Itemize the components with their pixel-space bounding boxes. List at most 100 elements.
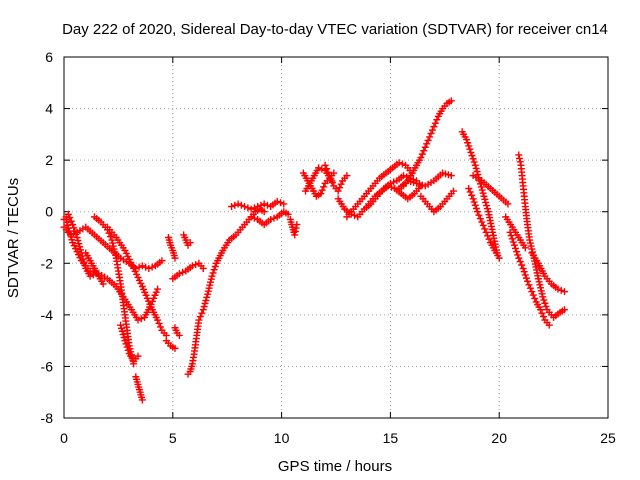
data-point [135,263,143,271]
data-point [468,152,476,160]
data-point [77,246,85,254]
data-point [418,150,426,158]
data-point [426,133,434,141]
data-point [330,169,338,177]
data-point [328,178,336,186]
data-point [192,261,200,269]
series-track-12 [180,231,194,249]
data-point [539,293,547,301]
data-point [538,309,546,317]
data-point [466,188,474,196]
data-point [560,306,568,314]
data-point [145,264,153,272]
data-point [134,316,142,324]
data-point [152,288,160,296]
series-track-13 [169,259,207,283]
data-point [244,204,252,212]
data-point [466,145,474,153]
data-point [523,277,531,285]
data-point [323,165,331,173]
data-point [247,205,255,213]
data-point [72,230,80,238]
data-point [175,270,183,278]
data-point [74,237,82,245]
data-point [480,192,488,200]
series-track-10 [162,337,179,352]
data-point [208,272,216,280]
data-point [292,224,300,232]
y-axis-title: SDTVAR / TECUs [5,178,22,298]
data-point [504,200,512,208]
y-tick-label: -8 [41,410,54,426]
data-point [211,263,219,271]
data-point [277,199,285,207]
series-track-11 [171,324,183,339]
data-point [267,215,275,223]
data-point [557,286,565,294]
x-tick-label: 20 [491,430,507,446]
x-tick-label: 0 [60,430,68,446]
data-point [80,258,88,266]
data-point [526,284,534,292]
y-tick-label: 6 [45,49,53,65]
data-point [138,262,146,270]
data-point [89,271,97,279]
data-point [196,313,204,321]
data-point [537,306,545,314]
data-point [318,186,326,194]
data-point [483,205,491,213]
data-point [291,227,299,235]
data-point [117,321,125,329]
series-track-4 [82,249,107,288]
data-point [398,160,406,168]
data-point [387,183,395,191]
data-point [195,316,203,324]
data-point [516,154,524,162]
data-point [336,184,344,192]
data-point [171,254,179,262]
data-point [512,244,520,252]
data-point [71,227,79,235]
data-point [151,291,159,299]
data-point [545,321,553,329]
data-point [495,254,503,262]
data-point [241,203,249,211]
data-point [203,293,211,301]
data-point [521,244,529,252]
data-point [508,235,516,243]
data-point [475,211,483,219]
data-point [528,288,536,296]
data-point [431,119,439,127]
x-axis-title: GPS time / hours [278,458,392,475]
data-point [64,210,72,218]
data-point [257,201,265,209]
data-point [273,197,281,205]
data-point [531,295,539,303]
data-point [420,147,428,155]
data-point [158,257,166,265]
data-point [516,258,524,266]
data-point [542,302,550,310]
series-track-28 [465,185,503,262]
data-point [525,281,533,289]
data-point [516,158,524,166]
data-point [81,261,89,269]
data-point [541,299,549,307]
data-point [327,175,335,183]
data-point [470,158,478,166]
data-point [447,172,455,180]
series-track-7 [132,373,146,404]
data-point [424,136,432,144]
data-point [539,313,547,321]
data-point [137,315,145,323]
series-track-24 [399,97,455,190]
data-point [472,164,480,172]
data-point [118,327,126,335]
x-tick-label: 15 [383,430,399,446]
data-point [473,167,481,175]
data-point [123,343,131,351]
data-point [507,232,515,240]
data-point [119,330,127,338]
data-point [560,288,568,296]
series-track-26 [417,187,458,216]
